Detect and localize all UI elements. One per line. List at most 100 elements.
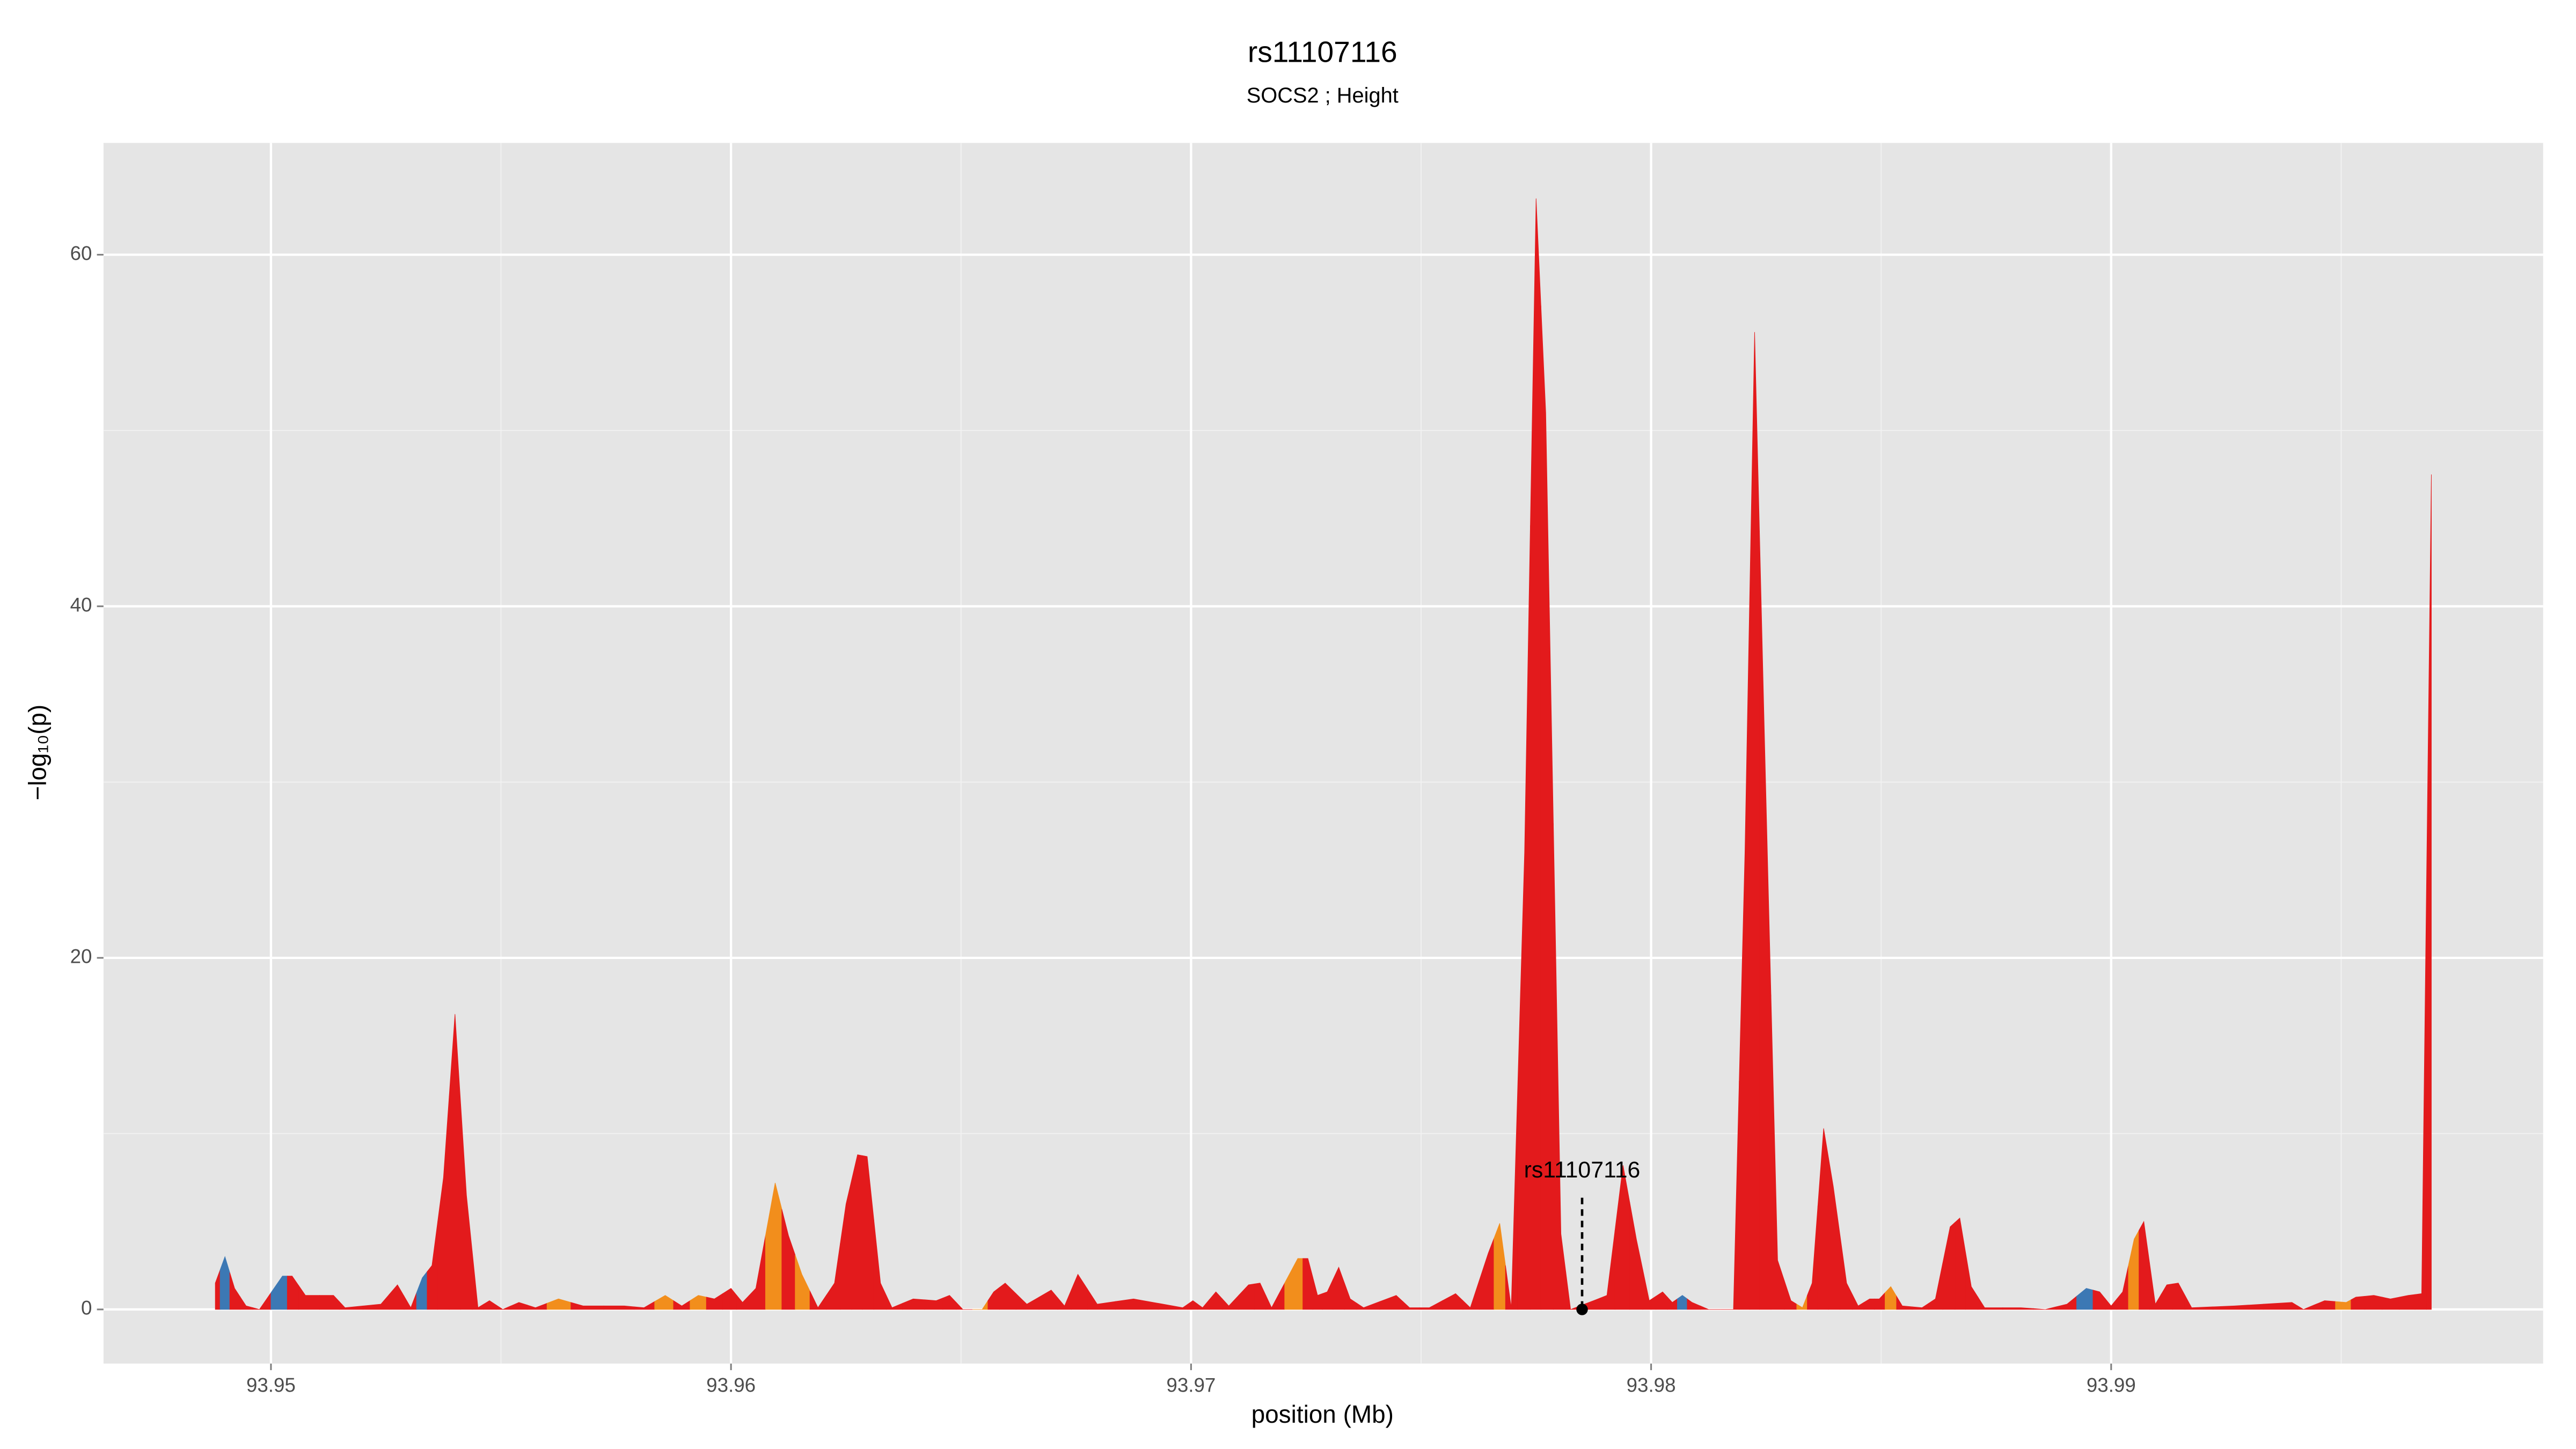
area-segment	[1642, 1270, 1657, 1310]
area-segment	[1928, 1263, 1943, 1310]
area-segment	[749, 1235, 766, 1310]
area-segment	[736, 1294, 750, 1310]
area-segment	[873, 1219, 887, 1310]
area-segment	[270, 1276, 288, 1310]
area-segment	[1614, 1165, 1630, 1310]
area-segment	[1265, 1283, 1285, 1310]
area-segment	[1796, 1295, 1808, 1310]
area-segment	[2351, 1296, 2366, 1310]
area-segment	[1517, 525, 1531, 1310]
y-tick-label: 60	[70, 242, 92, 264]
area-segment	[496, 1304, 511, 1310]
area-segment	[924, 1297, 943, 1310]
area-segment	[1687, 1298, 1701, 1310]
area-segment	[1402, 1301, 1420, 1310]
area-segment	[781, 1209, 796, 1310]
area-segment	[252, 1292, 272, 1310]
area-segment	[1978, 1296, 2003, 1310]
annotation-point	[1576, 1304, 1588, 1315]
y-tick-label: 40	[70, 594, 92, 616]
area-segment	[1629, 1202, 1643, 1310]
area-segment	[1238, 1283, 1255, 1310]
y-axis-label: −log₁₀(p)	[24, 705, 52, 801]
area-segment	[1379, 1295, 1403, 1310]
area-segment	[1553, 823, 1567, 1310]
area-segment	[1874, 1292, 1885, 1310]
area-segment	[902, 1298, 925, 1310]
area-segment	[942, 1295, 957, 1310]
area-segment	[1197, 1299, 1210, 1310]
area-segment	[1322, 1279, 1334, 1310]
area-segment	[795, 1255, 810, 1310]
chart-subtitle: SOCS2 ; Height	[1247, 84, 1399, 107]
area-segment	[2263, 1302, 2298, 1310]
area-segment	[2033, 1306, 2057, 1310]
area-segment	[1852, 1294, 1864, 1310]
area-segment	[460, 1104, 473, 1310]
area-segment	[690, 1295, 707, 1310]
x-tick-label: 93.97	[1166, 1374, 1216, 1396]
area-segment	[2426, 474, 2432, 1310]
area-segment	[1209, 1291, 1223, 1310]
area-segment	[449, 1014, 461, 1310]
area-segment	[416, 1271, 428, 1310]
area-segment	[765, 1182, 782, 1310]
area-segment	[1784, 1280, 1797, 1310]
area-segment	[2076, 1288, 2094, 1310]
area-segment	[1955, 1217, 1966, 1310]
x-tick-label: 93.96	[706, 1374, 756, 1396]
area-segment	[2149, 1263, 2162, 1310]
area-segment	[404, 1292, 417, 1310]
area-segment	[999, 1283, 1016, 1310]
area-segment	[1057, 1290, 1072, 1310]
area-segment	[570, 1302, 604, 1310]
area-segment	[1333, 1267, 1345, 1310]
area-segment	[2161, 1283, 2173, 1310]
area-segment	[1015, 1293, 1040, 1310]
area-segment	[1530, 198, 1541, 1310]
area-segment	[1817, 1128, 1829, 1310]
area-segment	[2414, 884, 2427, 1310]
area-segment	[2399, 1294, 2416, 1310]
area-segment	[862, 1155, 874, 1310]
area-segment	[2172, 1283, 2185, 1310]
area-segment	[287, 1276, 299, 1310]
y-tick-label: 0	[81, 1297, 92, 1319]
area-segment	[1828, 1157, 1840, 1310]
area-segment	[240, 1296, 253, 1310]
area-segment	[987, 1287, 1000, 1310]
area-segment	[1863, 1298, 1875, 1310]
area-segment	[1667, 1296, 1678, 1310]
area-segment	[2105, 1298, 2118, 1310]
area-segment	[1344, 1283, 1357, 1310]
area-segment	[510, 1302, 528, 1310]
area-segment	[1770, 994, 1785, 1310]
chart-title: rs11107116	[1248, 35, 1397, 69]
area-segment	[2092, 1290, 2106, 1310]
area-segment	[2314, 1300, 2336, 1310]
area-segment	[2184, 1295, 2214, 1310]
area-segment	[472, 1251, 484, 1310]
area-segment	[603, 1305, 635, 1310]
area-segment	[851, 1154, 863, 1310]
area-segment	[654, 1295, 674, 1310]
plot-panel	[103, 143, 2543, 1364]
area-segment	[526, 1302, 547, 1310]
area-segment	[1356, 1301, 1380, 1310]
area-segment	[885, 1295, 903, 1310]
x-tick-label: 93.99	[2087, 1374, 2136, 1396]
area-segment	[1158, 1302, 1188, 1310]
area-segment	[634, 1301, 655, 1310]
annotation-label: rs11107116	[1524, 1157, 1641, 1183]
area-segment	[706, 1293, 723, 1310]
area-segment	[1462, 1280, 1480, 1310]
area-segment	[2365, 1295, 2383, 1310]
y-tick-label: 20	[70, 946, 92, 968]
area-segment	[1885, 1286, 1897, 1310]
area-segment	[1312, 1277, 1323, 1310]
area-segment	[1912, 1302, 1929, 1310]
area-segment	[1700, 1305, 1721, 1310]
area-segment	[2128, 1230, 2140, 1310]
area-segment	[1071, 1274, 1088, 1310]
